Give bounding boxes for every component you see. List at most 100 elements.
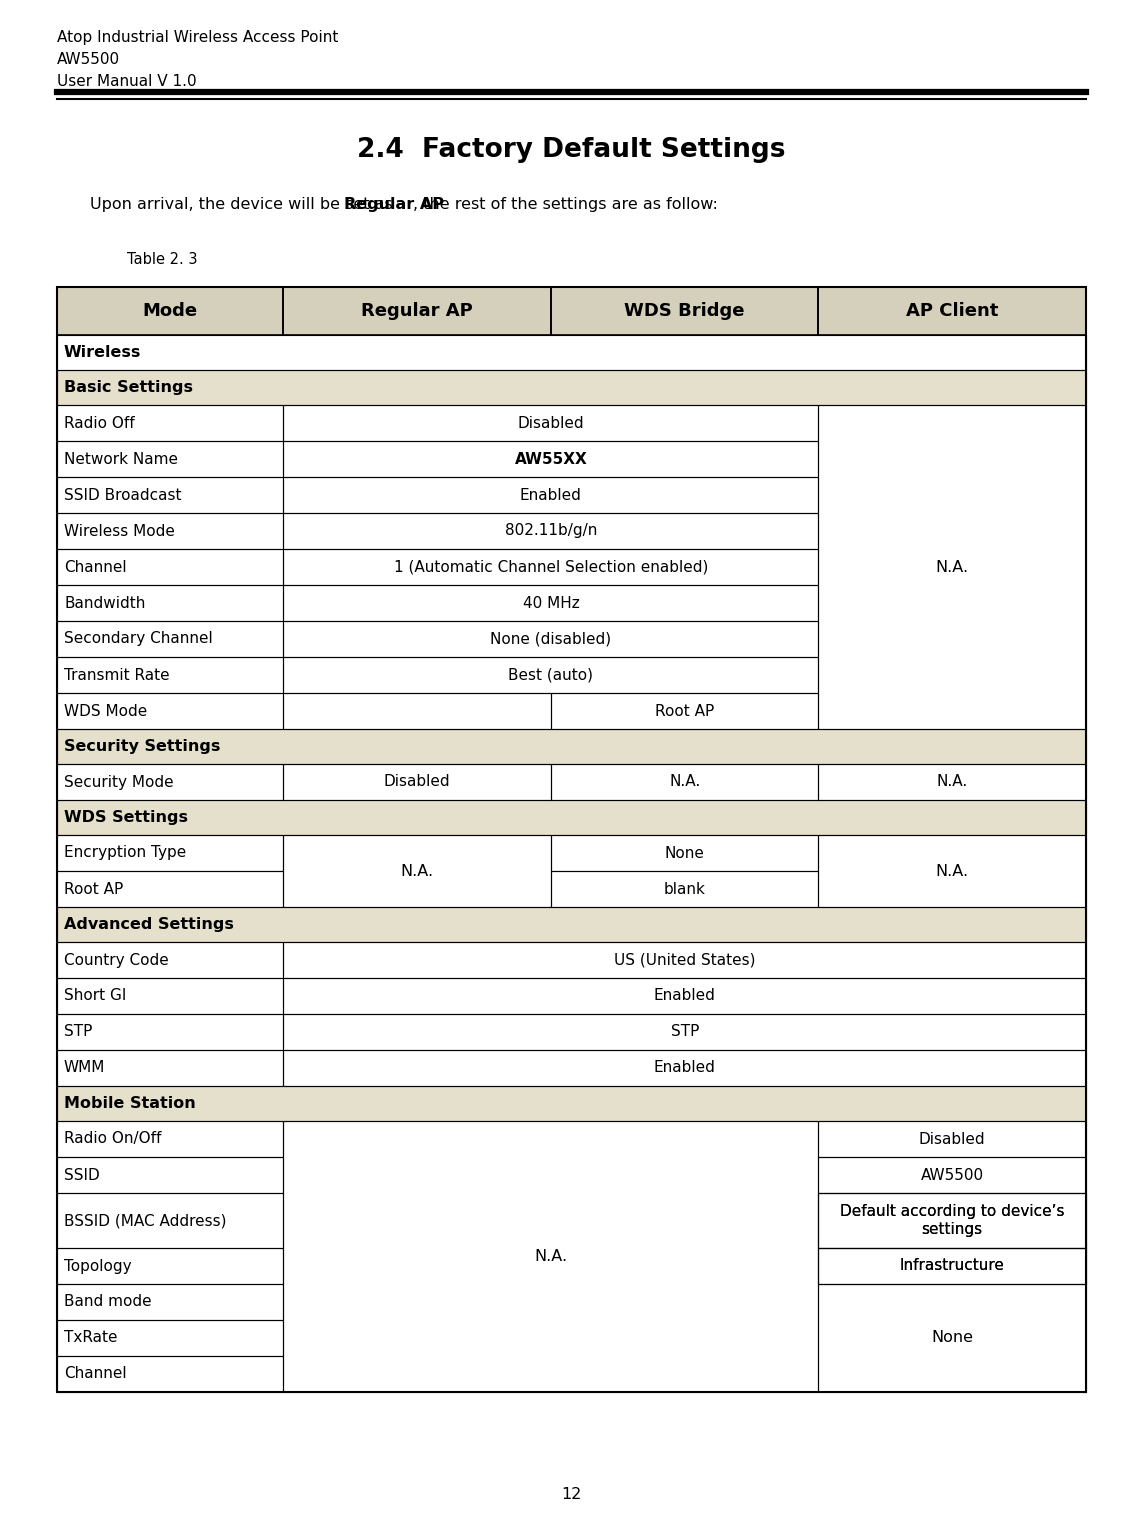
Bar — [57, 942, 283, 977]
Text: WDS Settings: WDS Settings — [64, 809, 187, 825]
Bar — [57, 835, 283, 870]
Bar — [551, 287, 818, 334]
Text: N.A.: N.A. — [936, 774, 968, 789]
Bar — [57, 800, 1086, 835]
Bar — [57, 693, 283, 728]
Bar — [57, 1014, 283, 1051]
Bar — [818, 1284, 1086, 1393]
Bar — [57, 405, 283, 441]
Text: SSID: SSID — [64, 1168, 99, 1182]
Text: AP Client: AP Client — [906, 302, 999, 321]
Bar — [57, 1319, 283, 1356]
Bar — [57, 334, 1086, 370]
Text: AW5500: AW5500 — [57, 52, 120, 67]
Text: WDS Mode: WDS Mode — [64, 704, 147, 719]
Bar — [57, 1157, 283, 1193]
Text: Default according to device’s: Default according to device’s — [840, 1203, 1064, 1219]
Bar — [283, 977, 1086, 1014]
Bar — [57, 693, 283, 728]
Text: STP: STP — [671, 1025, 698, 1040]
Bar — [57, 1086, 1086, 1121]
Text: AW5500: AW5500 — [920, 1168, 984, 1182]
Text: Topology: Topology — [64, 1258, 131, 1274]
Text: WDS Bridge: WDS Bridge — [624, 302, 745, 321]
Bar — [57, 657, 283, 693]
Bar — [57, 621, 283, 657]
Text: Bandwidth: Bandwidth — [64, 596, 145, 611]
Bar — [57, 800, 1086, 835]
Text: BSSID (MAC Address): BSSID (MAC Address) — [64, 1212, 226, 1228]
Text: SSID Broadcast: SSID Broadcast — [64, 487, 182, 502]
Text: Transmit Rate: Transmit Rate — [64, 667, 169, 683]
Bar — [818, 1248, 1086, 1284]
Bar — [57, 585, 283, 621]
Bar — [283, 621, 818, 657]
Text: , the rest of the settings are as follow:: , the rest of the settings are as follow… — [413, 197, 718, 212]
Text: settings: settings — [921, 1222, 983, 1237]
Bar — [57, 1248, 283, 1284]
Bar — [57, 334, 1086, 370]
Text: User Manual V 1.0: User Manual V 1.0 — [57, 73, 197, 89]
Bar — [283, 513, 818, 550]
Text: N.A.: N.A. — [400, 863, 433, 878]
Text: Basic Settings: Basic Settings — [64, 380, 193, 395]
Bar — [283, 1121, 818, 1393]
Text: Default according to device’s: Default according to device’s — [840, 1203, 1064, 1219]
Text: None (disabled): None (disabled) — [490, 632, 612, 646]
Text: Disabled: Disabled — [518, 415, 584, 431]
Text: Secondary Channel: Secondary Channel — [64, 632, 213, 646]
Bar — [283, 621, 818, 657]
Text: AW55XX: AW55XX — [514, 452, 588, 467]
Bar — [57, 870, 283, 907]
Bar — [283, 585, 818, 621]
Bar — [283, 513, 818, 550]
Bar — [57, 585, 283, 621]
Bar — [57, 1086, 1086, 1121]
Text: 1 (Automatic Channel Selection enabled): 1 (Automatic Channel Selection enabled) — [393, 559, 709, 574]
Bar — [283, 441, 818, 476]
Bar — [551, 693, 818, 728]
Bar — [551, 764, 818, 800]
Bar — [283, 1051, 1086, 1086]
Bar — [283, 835, 551, 907]
Bar — [57, 513, 283, 550]
Bar — [818, 1193, 1086, 1248]
Bar — [57, 1051, 283, 1086]
Text: N.A.: N.A. — [669, 774, 701, 789]
Bar — [283, 476, 818, 513]
Bar — [283, 977, 1086, 1014]
Text: Wireless Mode: Wireless Mode — [64, 524, 175, 539]
Text: Channel: Channel — [64, 559, 127, 574]
Text: N.A.: N.A. — [936, 559, 969, 574]
Text: 12: 12 — [561, 1487, 582, 1503]
Bar — [283, 405, 818, 441]
Text: Infrastructure: Infrastructure — [900, 1258, 1005, 1274]
Bar — [283, 405, 818, 441]
Bar — [57, 835, 283, 870]
Bar — [57, 1284, 283, 1319]
Text: Encryption Type: Encryption Type — [64, 846, 186, 861]
Bar — [551, 870, 818, 907]
Text: Short GI: Short GI — [64, 988, 127, 1003]
Bar — [57, 907, 1086, 942]
Bar — [57, 1051, 283, 1086]
Bar — [57, 287, 283, 334]
Bar — [818, 1121, 1086, 1157]
Text: Best (auto): Best (auto) — [509, 667, 593, 683]
Bar — [818, 1248, 1086, 1284]
Bar — [57, 1356, 283, 1393]
Bar — [57, 550, 283, 585]
Bar — [818, 1284, 1086, 1393]
Text: Radio On/Off: Radio On/Off — [64, 1132, 161, 1147]
Bar — [283, 441, 818, 476]
Bar — [818, 287, 1086, 334]
Bar — [57, 550, 283, 585]
Bar — [57, 370, 1086, 405]
Text: Regular AP: Regular AP — [361, 302, 473, 321]
Bar — [57, 1121, 283, 1157]
Bar — [283, 1121, 818, 1393]
Bar — [818, 1157, 1086, 1193]
Bar — [283, 693, 551, 728]
Bar — [57, 942, 283, 977]
Bar — [283, 764, 551, 800]
